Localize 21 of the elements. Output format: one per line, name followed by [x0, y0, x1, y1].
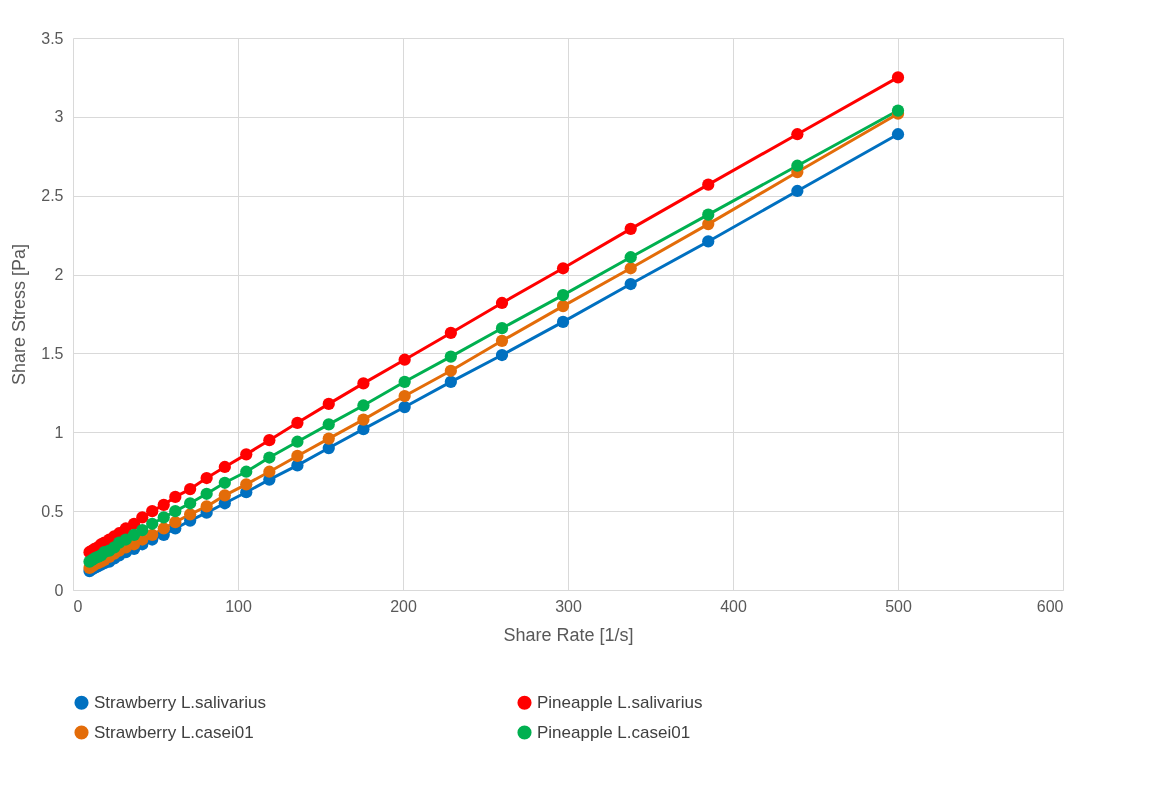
x-axis-title: Share Rate [1/s] — [503, 624, 634, 645]
x-tick-label: 100 — [225, 597, 252, 615]
x-tick-label: 400 — [720, 597, 747, 615]
y-tick-label: 1 — [54, 423, 64, 441]
y-tick-label: 0.5 — [41, 502, 64, 520]
legend-label: Pineapple L.salivarius — [537, 692, 703, 712]
legend-label: Strawberry L.salivarius — [94, 692, 266, 712]
x-tick-label: 600 — [1036, 597, 1064, 615]
x-tick-label: 200 — [390, 597, 417, 615]
y-tick-label: 3.5 — [41, 29, 64, 47]
y-tick-label: 0 — [54, 581, 64, 599]
y-tick-label: 2.5 — [41, 187, 64, 205]
y-tick-label: 3 — [54, 108, 64, 126]
x-tick-label: 500 — [885, 597, 912, 615]
y-axis-title: Share Stress [Pa] — [9, 243, 30, 386]
x-tick-label: 0 — [73, 597, 83, 615]
legend-label: Strawberry L.casei01 — [94, 722, 254, 742]
y-tick-label: 1.5 — [41, 344, 64, 362]
y-tick-label: 2 — [54, 266, 64, 284]
legend-label: Pineapple L.casei01 — [537, 722, 691, 742]
x-tick-label: 300 — [555, 597, 582, 615]
